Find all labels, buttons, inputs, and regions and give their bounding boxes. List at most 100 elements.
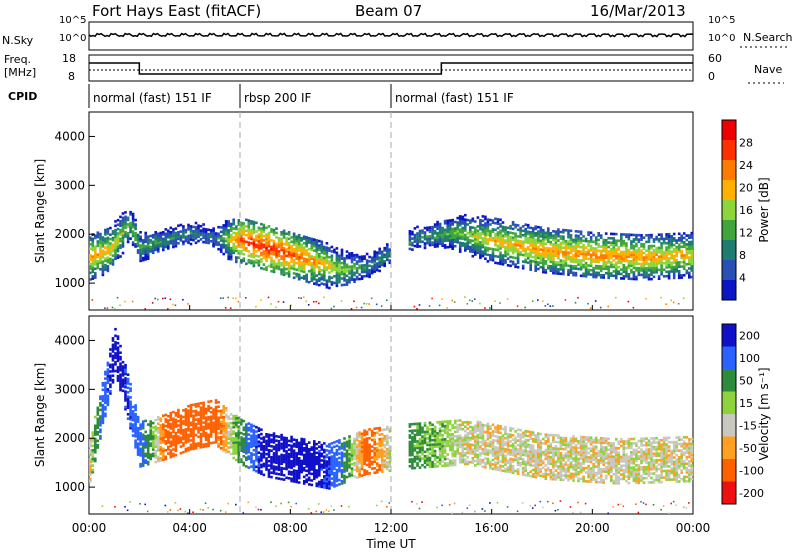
- data-cell: [260, 222, 263, 226]
- data-cell: [302, 250, 306, 254]
- data-cell: [569, 266, 573, 270]
- data-cell: [386, 443, 389, 446]
- data-cell: [670, 252, 673, 256]
- data-cell: [481, 230, 485, 234]
- ground-noise-cell: [416, 308, 418, 310]
- data-cell: [252, 448, 256, 452]
- data-cell: [370, 434, 374, 437]
- data-cell: [126, 240, 130, 244]
- data-cell: [484, 233, 487, 236]
- data-cell: [257, 455, 261, 459]
- data-cell: [637, 233, 641, 237]
- data-cell: [260, 233, 263, 237]
- data-cell: [531, 246, 535, 250]
- data-cell: [162, 432, 165, 435]
- data-cell: [262, 440, 266, 444]
- data-cell: [531, 240, 535, 243]
- data-cell: [182, 225, 185, 228]
- data-cell: [214, 421, 218, 424]
- data-cell: [179, 451, 183, 455]
- data-cell: [224, 231, 228, 234]
- data-cell: [267, 236, 271, 239]
- data-cell: [617, 265, 621, 269]
- data-cell: [635, 233, 638, 237]
- data-cell: [479, 225, 482, 229]
- data-cell: [182, 236, 185, 239]
- data-cell: [275, 443, 278, 447]
- data-cell: [104, 381, 107, 385]
- data-cell: [129, 213, 132, 216]
- data-cell: [594, 236, 598, 239]
- data-cell: [325, 482, 329, 485]
- data-cell: [265, 239, 268, 243]
- heatmap-frame: [88, 111, 694, 311]
- data-cell: [365, 452, 369, 456]
- data-cell: [521, 229, 525, 233]
- data-cell: [144, 231, 147, 235]
- data-cell: [89, 238, 92, 242]
- data-cell: [96, 424, 100, 427]
- data-cell: [333, 261, 336, 265]
- data-cell: [446, 232, 449, 236]
- data-cell: [157, 232, 160, 236]
- data-cell: [375, 251, 379, 254]
- data-cell: [209, 441, 213, 445]
- data-cell: [172, 410, 175, 414]
- data-cell: [539, 261, 543, 265]
- data-cell: [139, 425, 142, 429]
- data-cell: [290, 437, 293, 441]
- data-cell: [285, 254, 288, 258]
- ground-noise-cell: [219, 297, 222, 299]
- data-cell: [265, 452, 268, 456]
- data-cell: [240, 241, 243, 244]
- data-cell: [272, 465, 276, 468]
- data-cell: [275, 454, 278, 458]
- data-cell: [579, 245, 583, 249]
- data-cell: [96, 255, 100, 259]
- ground-noise-cell: [182, 298, 184, 301]
- data-cell: [222, 422, 225, 426]
- data-cell: [104, 414, 107, 418]
- data-cell: [688, 260, 691, 264]
- data-cell: [375, 449, 379, 452]
- data-cell: [177, 231, 180, 234]
- data-cell: [378, 249, 381, 253]
- data-cell: [343, 268, 346, 271]
- data-cell: [287, 237, 291, 241]
- ground-noise-cell: [255, 506, 257, 508]
- data-cell: [114, 356, 117, 360]
- data-cell: [146, 235, 150, 238]
- data-cell: [652, 268, 656, 272]
- data-cell: [287, 477, 291, 480]
- data-cell: [292, 451, 296, 455]
- data-cell: [109, 262, 112, 265]
- data-cell: [680, 236, 683, 240]
- data-cell: [620, 261, 623, 265]
- data-cell: [207, 426, 210, 430]
- data-cell: [295, 441, 298, 444]
- ground-noise-cell: [300, 297, 302, 299]
- data-cell: [333, 471, 336, 475]
- data-cell: [496, 244, 500, 247]
- data-cell: [559, 230, 563, 234]
- data-cell: [307, 465, 311, 469]
- data-cell: [217, 405, 220, 408]
- data-cell: [131, 212, 135, 216]
- data-cell: [292, 272, 296, 275]
- colorbar-cell: [722, 260, 736, 281]
- data-cell: [106, 390, 110, 393]
- data-cell: [197, 226, 200, 230]
- data-cell: [96, 244, 100, 248]
- data-cell: [627, 248, 631, 252]
- data-cell: [531, 238, 535, 241]
- data-cell: [453, 229, 457, 233]
- data-cell: [139, 235, 142, 238]
- data-cell: [297, 255, 301, 259]
- data-cell: [292, 438, 296, 441]
- data-cell: [262, 445, 266, 448]
- data-cell: [373, 458, 376, 461]
- data-cell: [194, 447, 198, 450]
- data-cell: [597, 256, 600, 259]
- data-cell: [343, 476, 346, 480]
- data-cell: [189, 242, 193, 246]
